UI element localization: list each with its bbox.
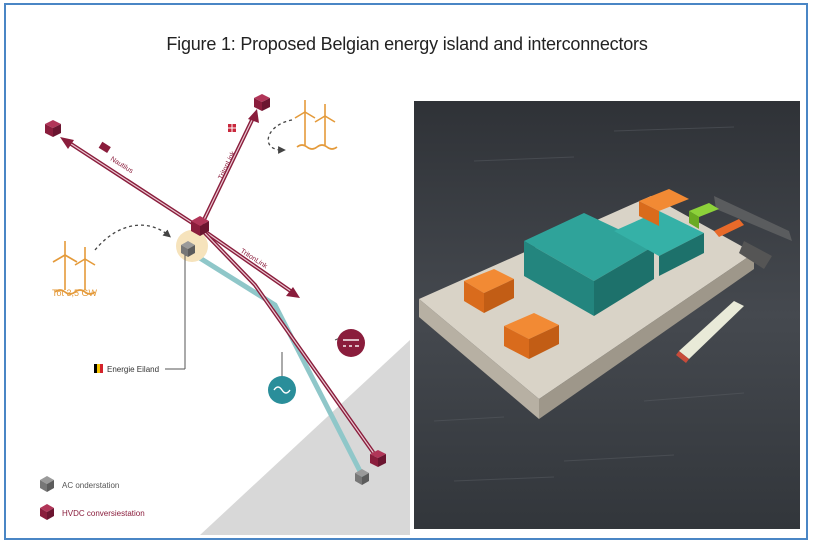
wind-turbine-icon xyxy=(52,241,96,295)
hvdc-cable-tritonlink-north xyxy=(198,109,259,229)
building-orange xyxy=(464,269,514,293)
hvdc-station-island xyxy=(191,216,209,236)
dc-circle-icon xyxy=(337,329,365,357)
ac-substation-shore xyxy=(355,469,369,485)
island-label: Energie Eiland xyxy=(107,365,159,374)
hvdc-cable-shore xyxy=(198,226,377,457)
building-orange xyxy=(639,189,689,211)
hvdc-cable-tritonlink-east xyxy=(198,226,300,298)
energy-island-render xyxy=(414,101,800,529)
label-tritonlink-north: TritonLink xyxy=(218,150,238,181)
island-platform-side xyxy=(419,299,539,419)
building-teal-east xyxy=(614,211,704,256)
legend-hvdc-cube-icon xyxy=(40,504,54,520)
hvdc-station-dk xyxy=(254,94,270,111)
coastline-shape xyxy=(200,340,410,535)
ac-cable xyxy=(192,252,365,478)
hvdc-station-uk xyxy=(45,120,61,137)
belgian-flag-icon xyxy=(94,364,97,373)
capacity-label: Tot 3,5 GW xyxy=(52,288,98,298)
flow-arrow xyxy=(94,224,171,251)
flow-arrow xyxy=(267,119,293,154)
ac-substation-island xyxy=(181,241,195,257)
uk-flag-icon xyxy=(98,141,111,154)
interconnector-diagram: Nautilus TritonLink TritonLink Tot 3,5 G… xyxy=(40,94,410,535)
building-green xyxy=(689,203,719,217)
building-orange xyxy=(504,313,559,339)
legend-hvdc-label: HVDC conversiestation xyxy=(62,509,145,518)
figure-title: Figure 1: Proposed Belgian energy island… xyxy=(166,34,648,54)
ship-tanker xyxy=(679,301,744,359)
wind-turbine-icon xyxy=(294,100,338,150)
hvdc-cable-nautilus xyxy=(60,137,202,230)
legend-ac-label: AC onderstation xyxy=(62,481,119,490)
legend-ac-cube-icon xyxy=(40,476,54,492)
building-teal-main xyxy=(524,213,654,281)
breakwater xyxy=(714,196,792,241)
hvdc-station-shore xyxy=(370,450,386,467)
ship-small xyxy=(714,219,744,237)
